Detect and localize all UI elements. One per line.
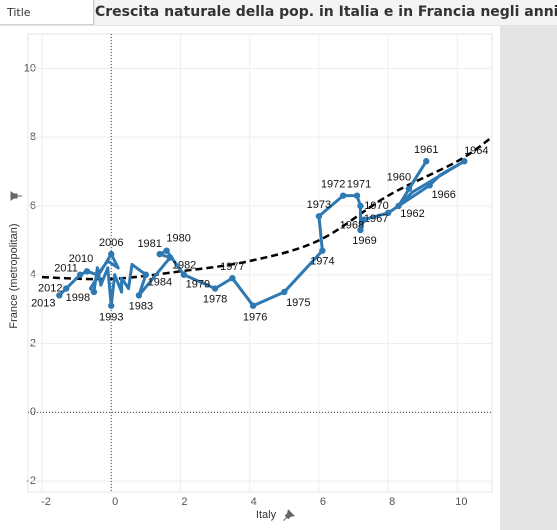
x-tick-label: 2 [181, 496, 187, 508]
data-label: 2012 [38, 282, 62, 294]
data-point [63, 285, 70, 292]
x-pin-icon [282, 509, 295, 522]
data-label: 1972 [321, 179, 345, 191]
data-point [106, 266, 110, 270]
trend-line [41, 136, 493, 281]
title-label: Title [0, 0, 94, 25]
data-point [180, 271, 188, 278]
data-point [423, 158, 430, 165]
data-point [142, 271, 150, 278]
data-label: 1975 [286, 297, 310, 309]
data-point [95, 273, 99, 277]
plot-area [27, 33, 493, 493]
data-point [90, 288, 98, 296]
data-label: 1976 [243, 312, 267, 324]
data-point [461, 158, 468, 165]
data-label: 1967 [364, 213, 388, 225]
data-point [76, 271, 84, 278]
x-tick-label: 6 [320, 496, 326, 508]
data-point [163, 247, 170, 254]
data-label: 1969 [352, 235, 376, 247]
data-point [130, 262, 134, 266]
data-label: 1962 [400, 208, 424, 220]
data-point [88, 287, 92, 291]
data-point [83, 268, 91, 275]
data-label: 1977 [220, 261, 244, 273]
data-label: 1966 [431, 189, 455, 201]
data-label: 1960 [387, 172, 411, 184]
chart-title: Crescita naturale della pop. in Italia e… [95, 0, 557, 25]
data-point [95, 266, 99, 270]
data-label: 1998 [66, 292, 90, 304]
data-point [156, 250, 163, 258]
data-point [249, 302, 257, 309]
data-point [229, 274, 236, 282]
data-point [405, 185, 413, 192]
data-label: 1961 [414, 144, 438, 156]
data-point [426, 182, 433, 189]
data-label: 1964 [464, 145, 488, 157]
data-point [360, 216, 368, 223]
data-point [127, 287, 131, 291]
y-pin-icon [10, 191, 22, 201]
data-point [56, 292, 63, 299]
data-point [166, 254, 174, 261]
data-point [99, 283, 103, 287]
data-label: 1993 [99, 312, 123, 324]
data-point [357, 226, 364, 234]
data-label: 1970 [364, 200, 388, 212]
data-point [120, 276, 124, 280]
data-point [113, 273, 117, 277]
data-point [116, 266, 120, 270]
x-tick-label: 0 [112, 496, 118, 508]
data-point [281, 288, 288, 296]
data-point [135, 292, 143, 299]
data-label: 1982 [172, 259, 196, 271]
data-label: 1978 [203, 293, 227, 305]
data-label: 1979 [186, 279, 210, 291]
data-point [315, 213, 323, 220]
data-point [120, 290, 124, 294]
data-point [353, 192, 361, 199]
data-point [106, 259, 110, 263]
data-point [339, 192, 347, 199]
data-point [211, 285, 219, 292]
x-tick-label: 8 [389, 496, 395, 508]
data-point [357, 202, 364, 210]
data-label: 1971 [347, 179, 371, 191]
data-point [108, 302, 115, 309]
x-axis-title: Italy [256, 509, 277, 521]
x-tick-label: -2 [41, 496, 51, 508]
data-label: 2013 [31, 297, 55, 309]
data-point [395, 202, 402, 210]
data-label: 1981 [137, 238, 161, 250]
data-point [108, 250, 115, 258]
x-tick-label: 10 [455, 496, 467, 508]
data-label: 1980 [166, 233, 190, 245]
data-point [410, 190, 414, 194]
data-label: 2011 [54, 263, 78, 275]
y-axis-title: France (metropolitan) [8, 223, 20, 328]
data-point [384, 209, 392, 217]
data-label: 2010 [69, 253, 93, 265]
data-label: 1983 [129, 300, 153, 312]
data-label: 1974 [310, 256, 334, 268]
data-label: 1984 [148, 277, 172, 289]
data-point [438, 173, 442, 177]
data-label: 1973 [307, 199, 331, 211]
data-point [319, 247, 326, 254]
data-label: 2006 [99, 237, 123, 249]
x-tick-label: 4 [251, 496, 257, 508]
